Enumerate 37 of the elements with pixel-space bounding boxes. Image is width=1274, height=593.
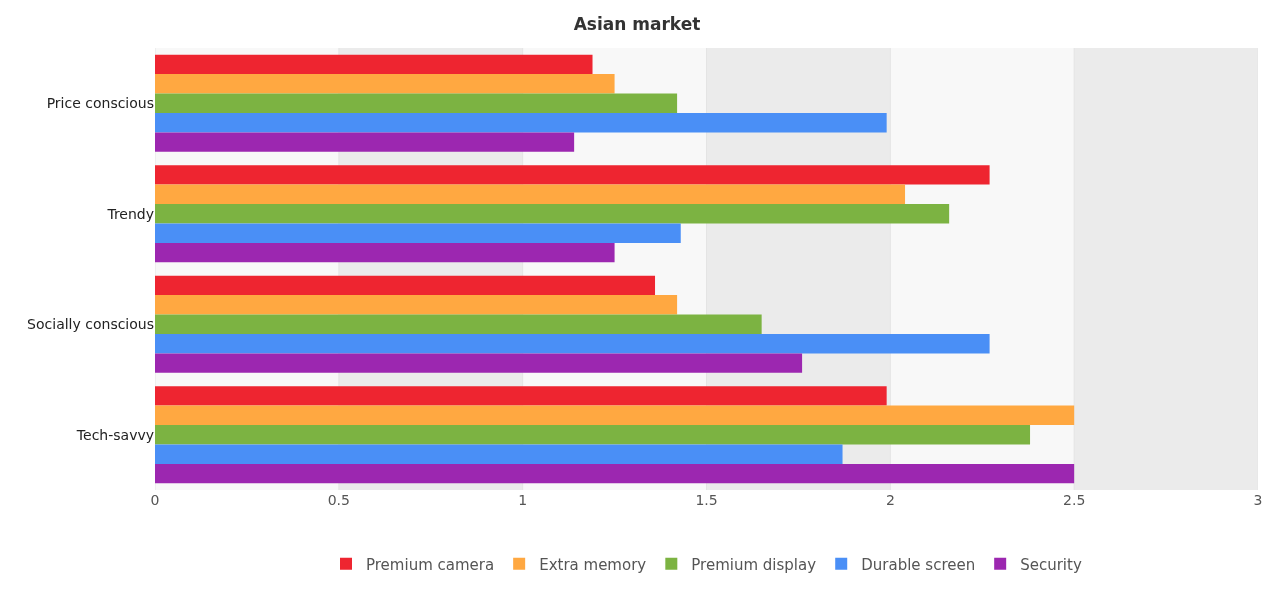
y-tick-label: Price conscious: [46, 95, 154, 112]
x-tick-label: 3: [1253, 492, 1263, 508]
legend-label: Durable screen: [861, 555, 976, 574]
x-tick-label: 1.5: [695, 492, 718, 508]
x-tick-label: 2: [885, 492, 895, 508]
bar: [155, 463, 1075, 484]
y-tick-label: Trendy: [106, 205, 154, 222]
bar: [155, 74, 615, 94]
bar: [155, 223, 681, 243]
bar: [155, 444, 843, 464]
bar: [155, 275, 656, 296]
bar: [155, 386, 887, 406]
y-tick-label: Tech-savvy: [75, 426, 154, 443]
chart-title: Asian market: [573, 13, 701, 34]
x-tick-label: 1: [518, 492, 528, 508]
x-tick-label: 2.5: [1063, 492, 1086, 508]
bar: [155, 314, 762, 334]
bar: [155, 353, 803, 373]
bar: [155, 184, 906, 205]
x-tick-label: 0: [150, 492, 160, 508]
legend-label: Premium camera: [366, 555, 495, 574]
bar: [155, 165, 990, 185]
bar: [155, 112, 887, 133]
bar: [155, 204, 950, 224]
legend-label: Premium display: [691, 555, 817, 574]
bar: [155, 93, 678, 113]
y-tick-label: Socially conscious: [27, 316, 154, 333]
legend-label: Security: [1020, 555, 1082, 574]
legend-label: Extra memory: [539, 555, 647, 574]
bar: [155, 54, 593, 75]
bar: [155, 242, 615, 263]
bar: [155, 295, 678, 315]
bar: [155, 333, 990, 354]
x-tick-label: 0.5: [327, 492, 350, 508]
bar: [155, 405, 1075, 426]
bar: [155, 425, 1031, 445]
bar: [155, 132, 575, 152]
